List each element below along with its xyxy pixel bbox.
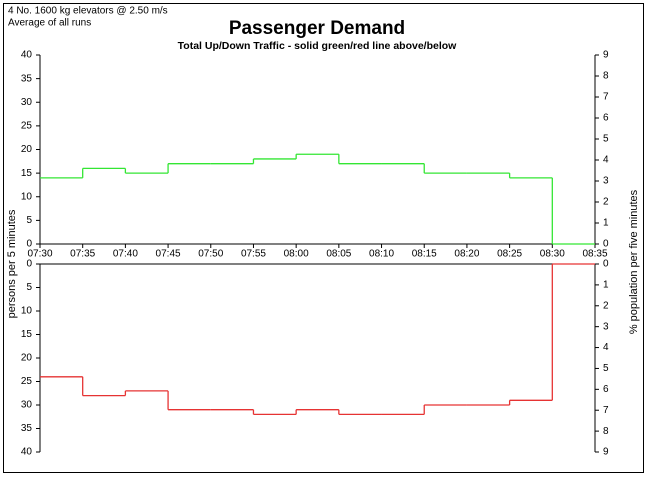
x-tick-label: 07:50 (198, 249, 223, 260)
y-axis-title: persons per 5 minutes (6, 209, 18, 318)
y2-tick-label: 2 (603, 197, 609, 208)
y-tick-label: 35 (21, 73, 33, 84)
x-tick-label: 08:25 (497, 249, 522, 260)
y-tick-label: 40 (21, 447, 33, 458)
y2-tick-label: 3 (603, 321, 609, 332)
x-tick-label: 07:35 (70, 249, 95, 260)
note: Average of all runs (8, 18, 91, 29)
x-tick-label: 08:10 (369, 249, 394, 260)
y2-tick-label: 4 (603, 155, 609, 166)
x-tick-label: 07:30 (27, 249, 52, 260)
y-tick-label: 20 (21, 144, 33, 155)
y-tick-label: 15 (21, 168, 33, 179)
y-tick-label: 25 (21, 121, 33, 132)
y2-tick-label: 4 (603, 342, 609, 353)
x-tick-label: 07:40 (113, 249, 138, 260)
y2-tick-label: 8 (603, 426, 609, 437)
x-tick-label: 08:00 (284, 249, 309, 260)
x-tick-label: 08:20 (454, 249, 479, 260)
y2-tick-label: 7 (603, 92, 609, 103)
y2-tick-label: 0 (603, 239, 609, 250)
y-tick-label: 30 (21, 97, 33, 108)
y2-tick-label: 2 (603, 300, 609, 311)
y2-tick-label: 5 (603, 134, 609, 145)
note: 4 No. 1600 kg elevators @ 2.50 m/s (8, 6, 168, 17)
x-tick-label: 08:15 (412, 249, 437, 260)
y-tick-label: 10 (21, 191, 33, 202)
y2-tick-label: 1 (603, 280, 609, 291)
y2-tick-label: 7 (603, 405, 609, 416)
y2-axis-title: % population per five minutes (628, 189, 640, 334)
y-tick-label: 20 (21, 353, 33, 364)
y2-tick-label: 3 (603, 176, 609, 187)
y-tick-label: 5 (26, 282, 32, 293)
x-tick-label: 07:45 (156, 249, 181, 260)
y-tick-label: 40 (21, 50, 33, 61)
y2-tick-label: 5 (603, 363, 609, 374)
x-tick-label: 08:05 (326, 249, 351, 260)
y-tick-label: 30 (21, 400, 33, 411)
y2-tick-label: 9 (603, 447, 609, 458)
x-tick-label: 08:30 (540, 249, 565, 260)
frame (3, 3, 644, 473)
y2-tick-label: 6 (603, 384, 609, 395)
y2-tick-label: 9 (603, 50, 609, 61)
y-tick-label: 5 (26, 215, 32, 226)
y2-tick-label: 8 (603, 71, 609, 82)
y-tick-label: 25 (21, 376, 33, 387)
chart-title: Passenger Demand (229, 18, 405, 39)
y-tick-label: 0 (26, 259, 32, 270)
y2-tick-label: 1 (603, 218, 609, 229)
chart-subtitle: Total Up/Down Traffic - solid green/red … (178, 40, 458, 52)
y-tick-label: 35 (21, 423, 33, 434)
y-tick-label: 10 (21, 306, 33, 317)
y2-tick-label: 0 (603, 259, 609, 270)
x-tick-label: 07:55 (241, 249, 266, 260)
y2-tick-label: 6 (603, 113, 609, 124)
y-tick-label: 0 (26, 239, 32, 250)
y-tick-label: 15 (21, 329, 33, 340)
x-tick-label: 08:35 (582, 249, 607, 260)
